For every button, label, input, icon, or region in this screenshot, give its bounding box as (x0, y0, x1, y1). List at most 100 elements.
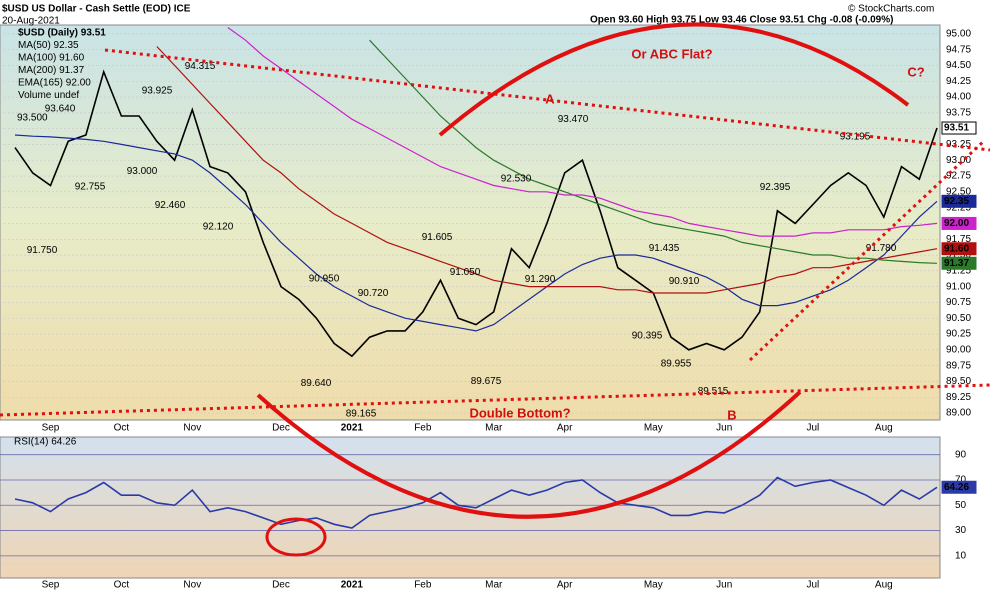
series-line (14, 69, 938, 358)
series-line (369, 39, 938, 264)
y-tick-label: 50 (955, 500, 967, 511)
value-tag (941, 121, 977, 135)
x-tick-label: Sep (42, 423, 60, 434)
value-tag (941, 194, 977, 208)
y-tick-label: 90.50 (946, 313, 971, 324)
x-tick-label: Jun (716, 580, 732, 591)
annotation: C? (907, 64, 924, 79)
x-tick-label: Aug (875, 580, 893, 591)
chart-date: 20-Aug-2021 (2, 16, 60, 27)
legend-entry: MA(200) 91.37 (18, 65, 85, 76)
price-label: 89.955 (661, 358, 692, 369)
legend-entry: MA(50) 92.35 (18, 40, 79, 51)
value-tag (941, 242, 977, 256)
price-label: 91.750 (27, 245, 58, 256)
price-label: 92.530 (501, 174, 532, 185)
annotation: Double Bottom? (469, 405, 570, 420)
x-tick-label: Jul (806, 580, 819, 591)
legend-entry: Volume undef (18, 90, 79, 101)
annotation: A (545, 91, 555, 106)
y-tick-label: 93.00 (946, 155, 971, 166)
price-label: 93.195 (840, 132, 871, 143)
value-tag (941, 480, 977, 494)
legend-entry: MA(100) 91.60 (18, 53, 85, 64)
price-label: 90.720 (358, 288, 389, 299)
x-tick-label: Oct (114, 580, 130, 591)
chart-title: $USD US Dollar - Cash Settle (EOD) ICE (2, 4, 191, 15)
price-label: 90.395 (632, 331, 663, 342)
uptrend-line (748, 138, 987, 362)
y-tick-label: 94.00 (946, 92, 971, 103)
series-line (14, 476, 938, 529)
x-tick-label: Dec (272, 423, 290, 434)
price-label: 89.640 (301, 378, 332, 389)
resistance-line (104, 48, 990, 152)
arc-bottom (256, 390, 802, 519)
value-tag-label: 91.60 (944, 243, 969, 254)
y-tick-label: 30 (955, 525, 967, 536)
x-tick-label: Aug (875, 423, 893, 434)
y-tick-label: 91.75 (946, 234, 971, 245)
annotation: B (727, 407, 736, 422)
price-label: 93.640 (45, 103, 76, 114)
x-tick-label: Sep (42, 580, 60, 591)
price-label: 91.780 (866, 243, 897, 254)
y-tick-label: 95.00 (946, 28, 971, 39)
x-tick-label: Nov (183, 580, 201, 591)
y-tick-label: 90 (955, 449, 967, 460)
y-tick-label: 94.75 (946, 44, 971, 55)
value-tag-label: 64.26 (944, 482, 969, 493)
series-line (14, 134, 938, 332)
y-tick-label: 90.25 (946, 329, 971, 340)
price-label: 91.050 (450, 267, 481, 278)
value-tag (941, 256, 977, 270)
price-label: 91.435 (649, 243, 680, 254)
y-tick-label: 89.50 (946, 376, 971, 387)
value-tag-label: 92.35 (944, 196, 969, 207)
x-tick-label: Jul (806, 423, 819, 434)
price-label: 92.755 (75, 181, 106, 192)
x-tick-label: Oct (114, 423, 130, 434)
arc-top (438, 22, 910, 137)
x-tick-label: 2021 (341, 423, 364, 434)
x-tick-label: 2021 (341, 580, 364, 591)
y-tick-label: 90.75 (946, 297, 971, 308)
series-line (156, 46, 938, 294)
price-label: 93.500 (17, 112, 48, 123)
x-tick-label: May (644, 580, 663, 591)
series-line (227, 27, 938, 237)
marks: 89.00 89.25 89.50 89.75 90.00 90.25 90.50 90.75… (0, 27, 977, 591)
x-tick-label: Mar (485, 580, 503, 591)
value-tag-label: 92.00 (944, 218, 969, 229)
y-tick-label: 93.25 (946, 139, 971, 150)
y-tick-label: 70 (955, 475, 967, 486)
price-label: 90.910 (669, 276, 700, 287)
x-tick-label: Jun (716, 423, 732, 434)
value-tag-label: 91.37 (944, 258, 969, 269)
x-tick-label: May (644, 423, 663, 434)
price-label: 91.290 (525, 274, 556, 285)
y-tick-label: 90.00 (946, 344, 971, 355)
price-label: 94.315 (185, 61, 216, 72)
y-tick-label: 92.50 (946, 186, 971, 197)
x-tick-label: Feb (414, 423, 432, 434)
y-tick-label: 89.00 (946, 408, 971, 419)
quote: Open 93.60 High 93.75 Low 93.46 Close 93… (590, 15, 893, 26)
y-tick-label: 92.75 (946, 171, 971, 182)
x-tick-label: Mar (485, 423, 503, 434)
y-tick-label: 89.25 (946, 392, 971, 403)
value-tag-label: 93.51 (944, 123, 969, 134)
annotation: Or ABC Flat? (631, 46, 712, 61)
rsi-circle (265, 517, 327, 557)
x-tick-label: Apr (557, 423, 573, 434)
price-label: 93.925 (142, 85, 173, 96)
price-label: 93.000 (127, 166, 158, 177)
x-tick-label: Feb (414, 580, 432, 591)
value-tag (941, 216, 977, 230)
x-tick-label: Apr (557, 580, 573, 591)
price-label: 89.515 (698, 386, 729, 397)
y-tick-label: 10 (955, 551, 967, 562)
price-label: 90.950 (309, 273, 340, 284)
legend-entry: RSI(14) 64.26 (14, 437, 77, 448)
price-label: 92.120 (203, 222, 234, 233)
